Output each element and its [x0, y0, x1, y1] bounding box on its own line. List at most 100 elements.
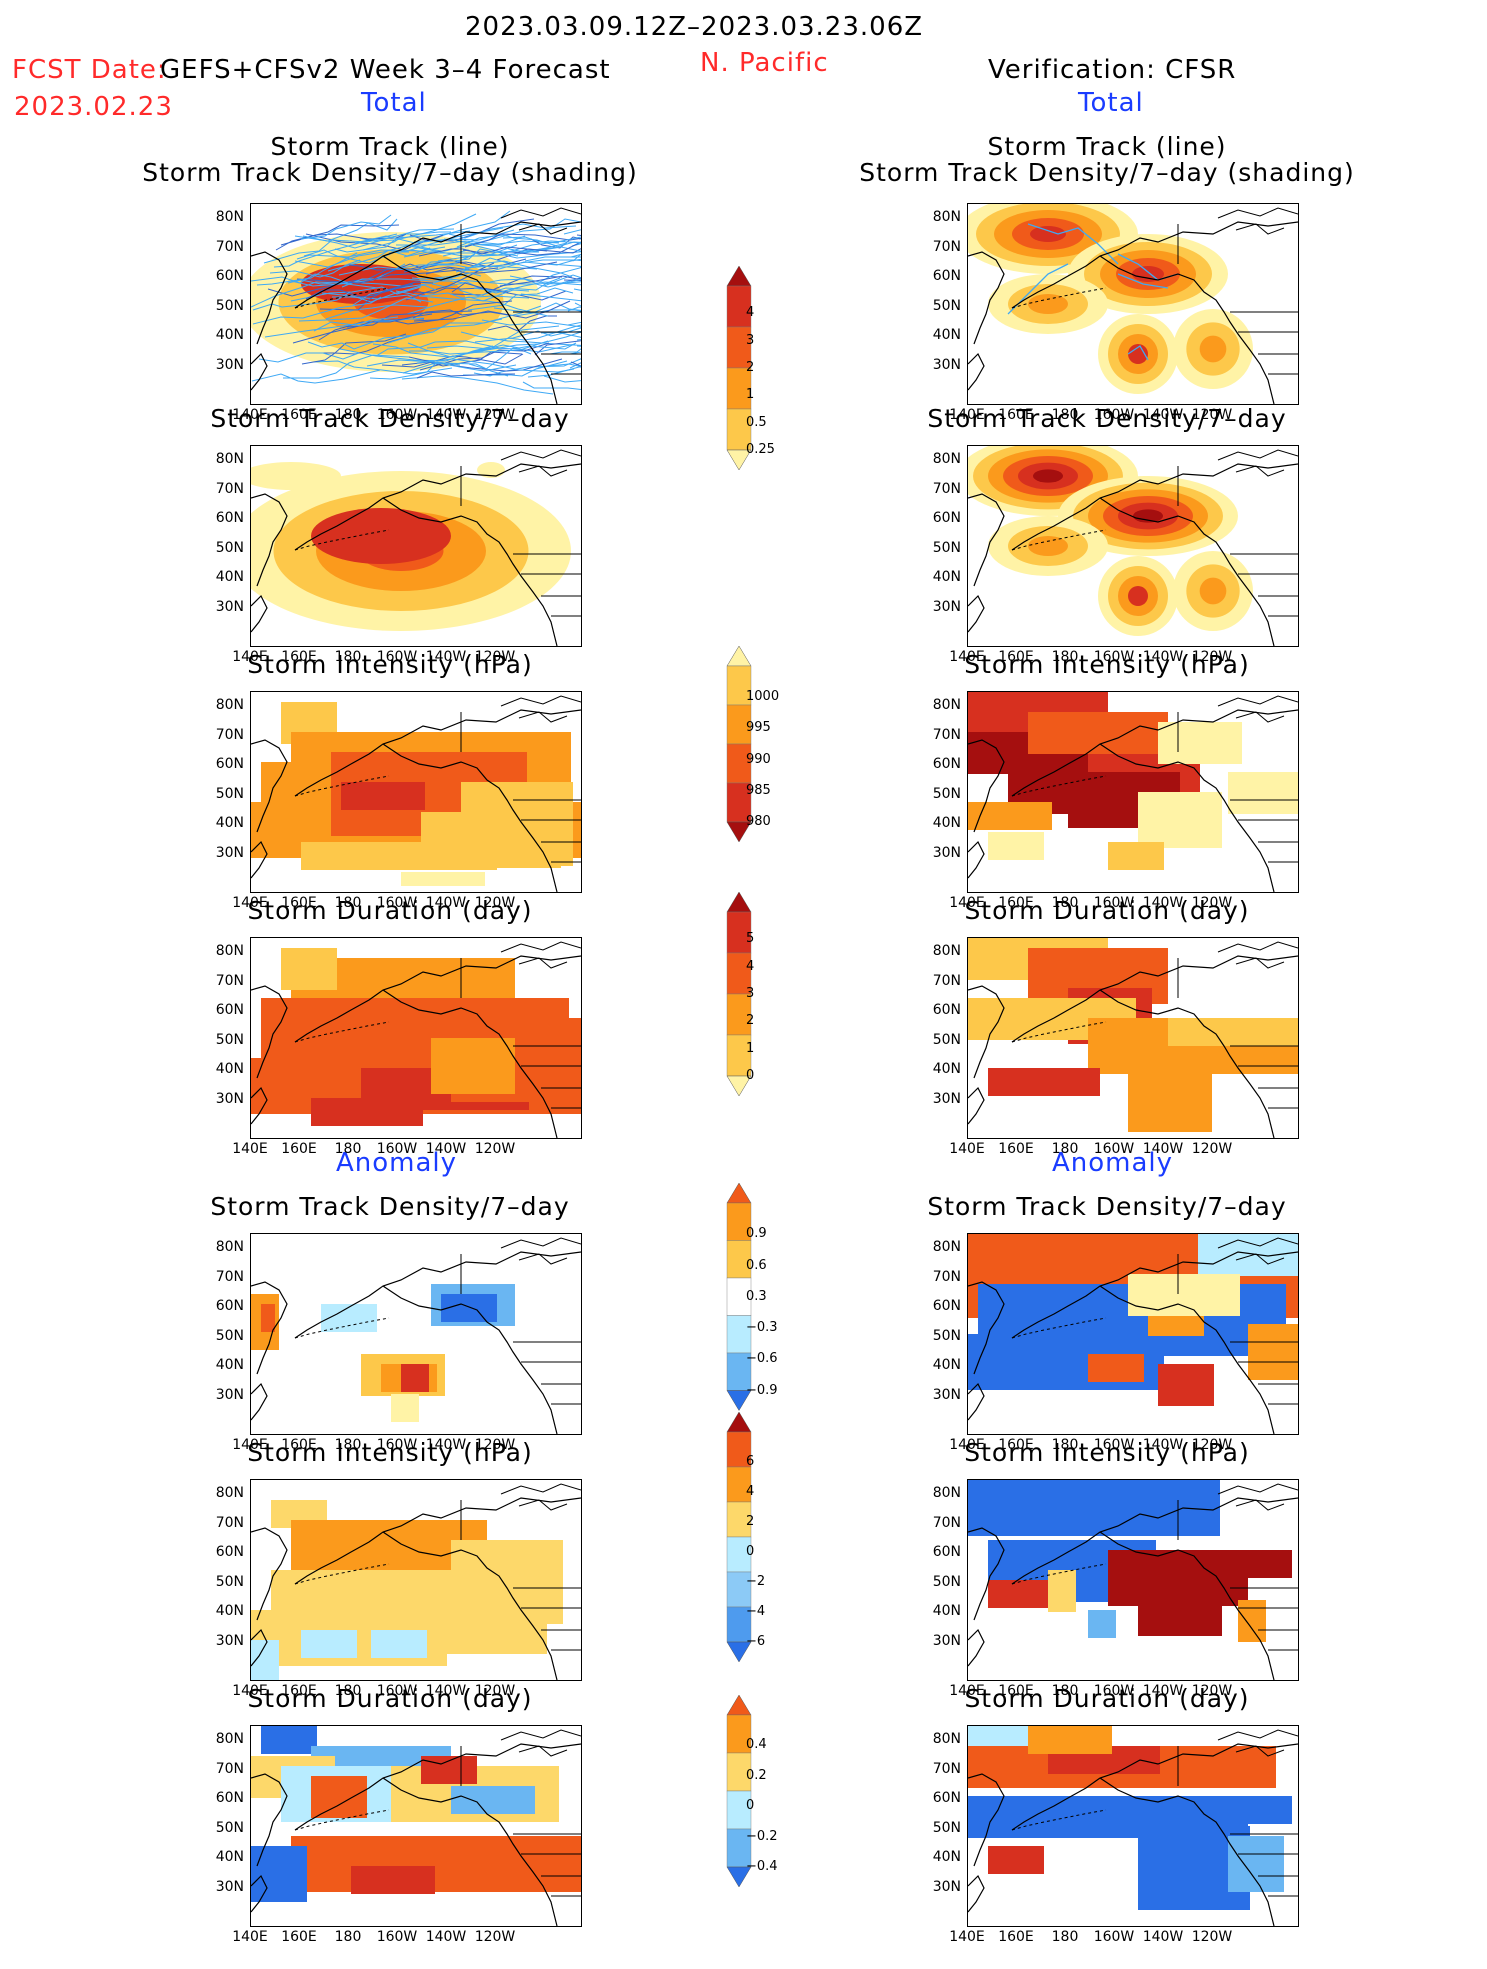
grid-cell: [1028, 712, 1168, 754]
storm-track-line: [372, 343, 496, 358]
storm-track-line: [318, 313, 433, 341]
arctic-islands: [500, 449, 581, 477]
asia-coastline: [251, 985, 288, 1125]
lat-tick-label: 30N: [215, 1878, 244, 1895]
storm-track-line: [375, 340, 501, 357]
lat-tick-label: 80N: [215, 1485, 244, 1501]
storm-track-line: [319, 281, 434, 311]
asia-coastline: [968, 985, 1005, 1125]
storm-track-line: [468, 343, 576, 370]
density-contour: [1030, 226, 1066, 242]
lon-tick-label: 140E: [949, 1929, 985, 1945]
colorbar-tick-label: −2: [746, 1574, 766, 1589]
colorbar-arrow-bottom: [726, 449, 752, 471]
lat-tick-label: 40N: [215, 1061, 244, 1077]
coastline: [294, 1251, 581, 1434]
lon-tick-label: 140W: [1142, 895, 1184, 911]
forecast-model: GEFS+CFSv2 Week 3–4 Forecast: [160, 55, 611, 85]
lat-tick-label: 60N: [932, 510, 961, 526]
storm-track-line: [341, 278, 466, 288]
lat-tick-label: 80N: [215, 697, 244, 713]
lon-tick-label: 160W: [1093, 1929, 1135, 1945]
colorbar-tick-label: 2: [746, 360, 755, 375]
title-intensity-left: Storm Intensity (hPa): [247, 650, 533, 679]
colorbar-segment: [726, 665, 752, 706]
grid-cell: [1158, 722, 1242, 764]
political-borders: [1177, 958, 1298, 1109]
storm-track-line: [280, 233, 407, 246]
storm-track-line: [302, 228, 455, 249]
lon-tick-label: 140W: [1142, 1141, 1184, 1157]
colorbar-tick-label: 2: [746, 1514, 755, 1529]
grid-cell: [1128, 1048, 1212, 1132]
grid-cell: [1198, 1234, 1298, 1276]
lon-tick-label: 120W: [474, 407, 516, 423]
section-total-right: Total: [1078, 88, 1144, 118]
lon-tick-label: 120W: [474, 1683, 516, 1699]
grid-cell: [451, 1540, 563, 1624]
storm-track-line: [405, 267, 499, 301]
storm-track-line: [307, 334, 415, 355]
lat-tick-label: 70N: [932, 726, 961, 743]
aleutian-islands: [1011, 287, 1107, 309]
storm-track-line: [416, 358, 575, 373]
colorbar-tick-label: 3: [746, 332, 755, 348]
lat-tick-label: 70N: [215, 480, 244, 497]
asia-coastline: [968, 493, 1005, 633]
lon-tick-label: 140W: [425, 1437, 467, 1453]
grid-cell: [1048, 1570, 1076, 1612]
lon-tick-label: 160W: [1093, 1683, 1135, 1699]
asia-coastline: [251, 1527, 288, 1667]
lat-tick-label: 50N: [932, 539, 961, 556]
coastline: [1011, 463, 1298, 646]
storm-track-line: [251, 273, 349, 284]
lon-tick-label: 140W: [425, 1683, 467, 1699]
lat-tick-label: 80N: [932, 1239, 961, 1255]
lon-tick-label: 120W: [1191, 1437, 1233, 1453]
colorbar-arrow-bottom: [726, 1390, 752, 1411]
colorbar-tick-label: 4: [746, 958, 755, 974]
map-panel-anom-duration-verification: [967, 1725, 1299, 1927]
colorbar-tick-label: 5: [746, 931, 755, 947]
lon-tick-label: 180: [334, 1141, 362, 1157]
storm-track-line: [252, 296, 382, 325]
colorbar-arrow-top: [726, 891, 752, 913]
storm-track-line: [573, 288, 581, 291]
storm-track-line: [514, 309, 581, 317]
storm-track-line: [416, 371, 515, 379]
lat-tick-label: 50N: [215, 1031, 244, 1048]
lon-tick-label: 160E: [281, 895, 317, 911]
lon-tick-label: 140E: [949, 895, 985, 911]
grid-cell: [1108, 842, 1164, 870]
colorbar-tick-label: 3: [746, 986, 755, 1001]
lon-tick-label: 180: [334, 407, 362, 423]
storm-track-line: [570, 361, 581, 367]
lat-tick-label: 30N: [215, 1090, 244, 1107]
lat-tick-label: 40N: [932, 1357, 961, 1373]
lon-tick-label: 140E: [949, 649, 985, 665]
lon-tick-label: 140W: [1142, 1437, 1184, 1453]
lat-tick-label: 70N: [932, 480, 961, 497]
storm-track-line: [567, 321, 581, 326]
map-panel-anom-intensity-verification: [967, 1479, 1299, 1681]
lat-tick-label: 30N: [932, 1386, 961, 1403]
map-panel-track-line-forecast: [250, 203, 582, 405]
colorbar-anom-duration: [725, 1694, 765, 1969]
asia-coastline: [968, 251, 1005, 391]
colorbar-arrow-bottom: [726, 821, 752, 843]
asia-coastline: [968, 739, 1005, 879]
storm-track-line: [298, 297, 434, 322]
fcst-label: FCST Date:: [12, 55, 167, 85]
storm-track-line: [413, 300, 571, 322]
storm-track-line: [290, 286, 422, 302]
storm-track-line: [294, 244, 442, 268]
colorbar-tick-label: −0.4: [746, 1859, 778, 1874]
storm-track-line: [534, 340, 581, 356]
map-panel-intensity-forecast: [250, 691, 582, 893]
political-borders: [1177, 466, 1298, 617]
lat-tick-label: 60N: [932, 756, 961, 772]
aleutian-islands: [294, 287, 390, 309]
storm-track-line: [563, 229, 581, 235]
lon-tick-label: 160E: [998, 407, 1034, 423]
lon-tick-label: 160E: [281, 1683, 317, 1699]
